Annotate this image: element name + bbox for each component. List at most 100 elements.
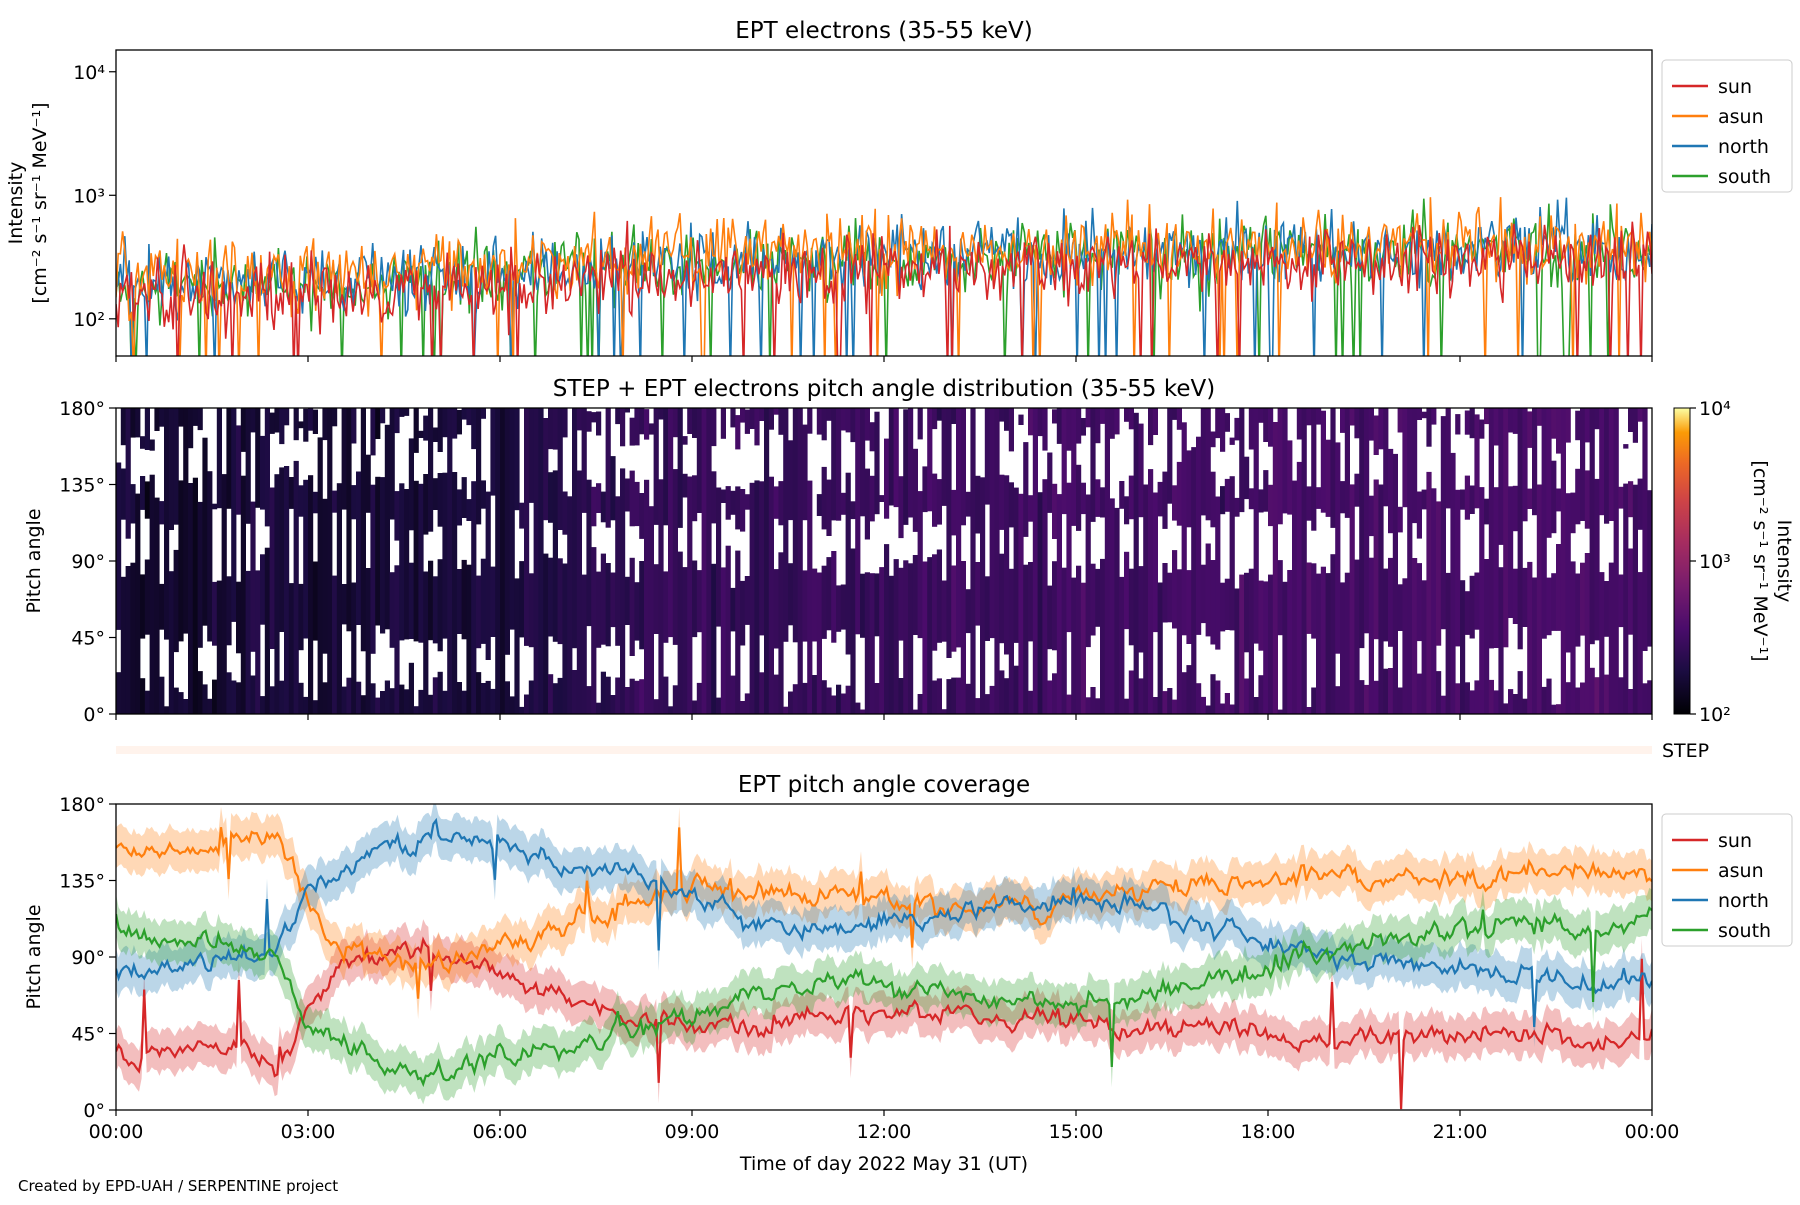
heatmap-cell <box>836 585 842 632</box>
heatmap-cell <box>178 480 184 642</box>
heatmap-cell <box>1292 480 1298 714</box>
heatmap-cell <box>192 408 198 426</box>
heatmap-cell <box>197 408 203 431</box>
heatmap-cell <box>989 685 995 714</box>
heatmap-cell <box>1095 568 1101 627</box>
heatmap-cell <box>850 501 856 520</box>
panel3-x-ticks: 00:00 03:00 06:00 09:00 12:00 15:00 18:00 21:00… <box>89 1110 1679 1143</box>
heatmap-cell <box>1565 682 1571 714</box>
y-tick-label: 10² <box>73 309 105 331</box>
heatmap-cell <box>159 501 165 525</box>
panel2-heatmap <box>116 408 1652 714</box>
heatmap-cell <box>274 408 280 433</box>
heatmap-cell <box>250 408 256 433</box>
heatmap-cell <box>370 683 376 714</box>
heatmap-cell <box>1618 486 1624 509</box>
heatmap-cell <box>1224 478 1230 512</box>
heatmap-cell <box>1282 408 1288 514</box>
heatmap-cell <box>1128 670 1134 714</box>
heatmap-cell <box>634 408 640 446</box>
heatmap-cell <box>1613 408 1619 714</box>
heatmap-cell <box>884 438 890 519</box>
heatmap-cell <box>970 408 976 714</box>
heatmap-cell <box>917 408 923 440</box>
heatmap-cell <box>1436 671 1442 714</box>
heatmap-cell <box>1608 562 1614 714</box>
heatmap-cell <box>1556 488 1562 512</box>
y-tick-label: 135° <box>59 871 105 893</box>
heatmap-cell <box>1455 683 1461 714</box>
heatmap-cell <box>653 699 659 714</box>
heatmap-cell <box>442 408 448 438</box>
heatmap-cell <box>1546 678 1552 714</box>
heatmap-cell <box>1162 471 1168 529</box>
heatmap-cell <box>1210 471 1216 528</box>
heatmap-cell <box>485 491 491 660</box>
heatmap-cell <box>370 484 376 654</box>
heatmap-cell <box>279 680 285 714</box>
series-line-south <box>116 906 1652 1088</box>
heatmap-cell <box>1469 575 1475 639</box>
heatmap-cell <box>812 568 818 642</box>
heatmap-cell <box>1114 507 1120 714</box>
heatmap-cell <box>168 408 174 530</box>
heatmap-cell <box>600 491 606 523</box>
heatmap-cell <box>692 475 698 522</box>
heatmap-cell <box>1551 460 1557 534</box>
heatmap-cell <box>1383 408 1389 507</box>
heatmap-cell <box>269 412 275 434</box>
y-tick-label: 10⁴ <box>73 62 105 84</box>
heatmap-cell <box>1176 569 1182 714</box>
heatmap-cell <box>605 563 611 647</box>
heatmap-cell <box>1244 678 1250 714</box>
heatmap-cell <box>1220 582 1226 632</box>
heatmap-cell <box>1628 689 1634 714</box>
heatmap-cell <box>509 696 515 714</box>
heatmap-cell <box>855 702 861 714</box>
heatmap-cell <box>471 408 477 450</box>
heatmap-cell <box>480 408 486 419</box>
heatmap-cell <box>1248 568 1254 714</box>
heatmap-cell <box>1090 408 1096 522</box>
heatmap-cell <box>778 408 784 435</box>
heatmap-cell <box>903 409 909 525</box>
heatmap-cell <box>912 709 918 714</box>
heatmap-cell <box>975 475 981 534</box>
heatmap-cell <box>404 489 410 640</box>
heatmap-cell <box>399 408 405 417</box>
heatmap-cell <box>524 408 530 646</box>
heatmap-cell <box>327 408 333 714</box>
heatmap-cell <box>581 574 587 714</box>
heatmap-cell <box>154 408 160 431</box>
heatmap-cell <box>1032 408 1038 714</box>
heatmap-cell <box>365 454 371 513</box>
heatmap-cell <box>1455 414 1461 435</box>
heatmap-cell <box>653 564 659 634</box>
heatmap-cell <box>1229 704 1235 714</box>
heatmap-cell <box>807 408 813 434</box>
heatmap-cell <box>164 408 170 640</box>
x-tick-label: 12:00 <box>857 1121 912 1143</box>
heatmap-cell <box>812 675 818 714</box>
heatmap-cell <box>236 581 242 654</box>
series-band-south <box>116 887 1652 1105</box>
heatmap-cell <box>1085 697 1091 714</box>
heatmap-cell <box>600 671 606 714</box>
heatmap-cell <box>1186 450 1192 528</box>
heatmap-cell <box>1013 665 1019 714</box>
heatmap-cell <box>552 683 558 714</box>
heatmap-cell <box>1464 475 1470 520</box>
heatmap-cell <box>567 496 573 714</box>
heatmap-cell <box>1517 671 1523 714</box>
heatmap-cell <box>504 681 510 714</box>
heatmap-cell <box>735 486 741 530</box>
heatmap-cell <box>562 563 568 714</box>
heatmap-cell <box>999 553 1005 644</box>
heatmap-cell <box>212 581 218 646</box>
heatmap-cell <box>994 408 1000 714</box>
heatmap-cell <box>663 408 669 526</box>
heatmap-cell <box>236 425 242 515</box>
heatmap-cell <box>1556 544 1562 631</box>
heatmap-cell <box>1296 408 1302 440</box>
heatmap-cell <box>965 491 971 517</box>
